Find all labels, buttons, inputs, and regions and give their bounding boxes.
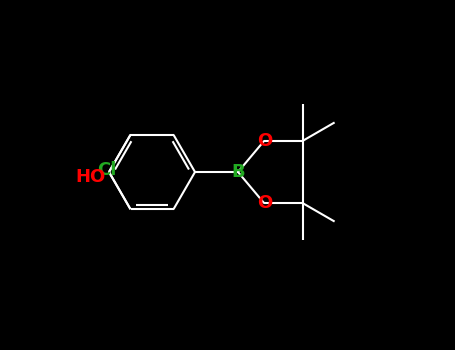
Text: Cl: Cl xyxy=(97,161,116,179)
Text: O: O xyxy=(257,132,272,150)
Text: B: B xyxy=(231,163,245,181)
Text: HO: HO xyxy=(76,168,106,186)
Text: O: O xyxy=(257,194,272,212)
